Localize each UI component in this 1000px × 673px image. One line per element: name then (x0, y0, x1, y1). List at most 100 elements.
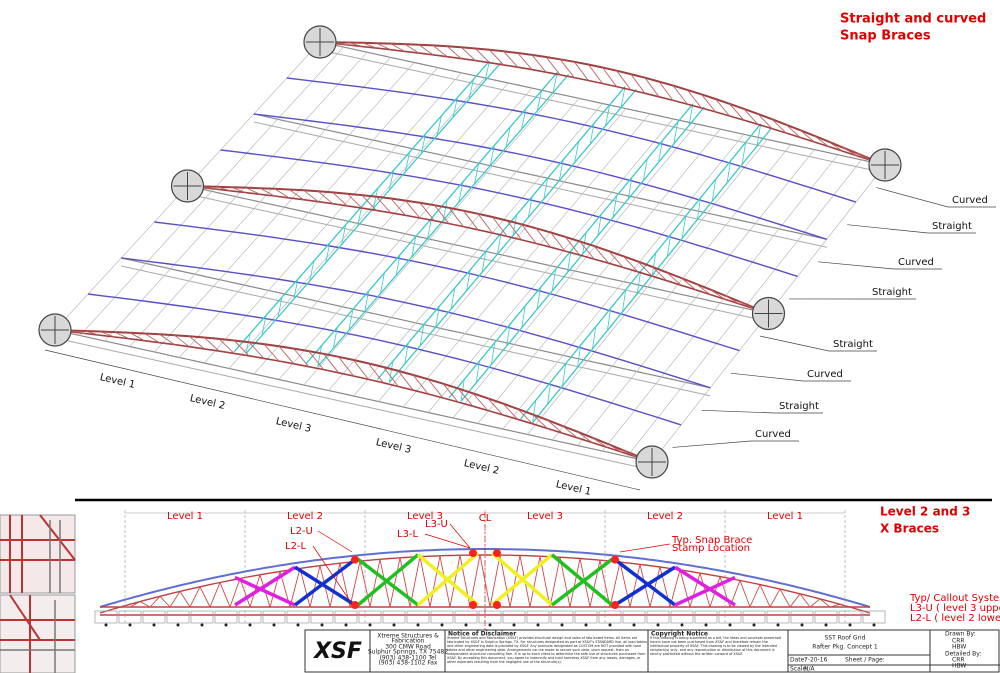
brace-tag: L3-L (397, 529, 419, 540)
cross-truss-web (551, 269, 557, 291)
truss-web (539, 556, 561, 608)
truss-web (739, 580, 761, 609)
callout-legend: L2-L ( level 2 lower ) (910, 613, 1000, 624)
rafter-web (218, 338, 235, 354)
cross-truss-web (681, 216, 687, 239)
rafter-web (531, 54, 547, 73)
rafter-web (651, 266, 668, 282)
iso-title-line: Straight and curved (840, 12, 986, 27)
cross-truss-web (466, 269, 471, 291)
cross-truss-web (574, 141, 580, 163)
cross-truss-web (484, 61, 490, 82)
rafter-web (448, 207, 464, 227)
grid-cross (253, 82, 509, 375)
base-frame (382, 610, 406, 624)
rafter-web (477, 213, 493, 234)
rafter-web (579, 241, 595, 260)
brace-tag: L3-U (425, 519, 448, 530)
brace-tag: L2-L (285, 541, 307, 552)
rafter-web (729, 103, 745, 121)
cross-truss-web (597, 214, 602, 236)
truss-web (799, 593, 821, 608)
rafter-web (800, 129, 815, 143)
rafter-web (608, 250, 624, 268)
rafter-web (686, 89, 702, 109)
cross-truss-web (404, 342, 409, 365)
base-node (224, 623, 228, 627)
grid-cross (278, 87, 533, 380)
cross-truss-web (309, 260, 315, 281)
detailed-by: HBW (952, 663, 966, 670)
cross-truss-web (527, 196, 533, 218)
cross-truss-web (536, 90, 542, 112)
cross-truss-web (543, 178, 549, 200)
address-line: (903) 438-1102 Fax (379, 660, 438, 667)
base-node (512, 623, 516, 627)
grid-cross (427, 118, 674, 413)
rafter-web (672, 85, 688, 105)
cross-truss (245, 62, 502, 355)
rafter-web (517, 408, 533, 425)
x-brace (293, 558, 357, 607)
rafter-web (644, 77, 660, 98)
truss-web (519, 555, 541, 608)
rafter-web (550, 232, 566, 252)
rafter-web (332, 192, 348, 207)
base-node (584, 623, 588, 627)
rafter-web (545, 56, 561, 76)
leader-line (876, 187, 996, 208)
rafter-web (418, 44, 434, 56)
iso-view: Curved Straight Curved Straight Straight Curv… (38, 25, 996, 498)
tag-leader (312, 523, 671, 605)
x-brace (613, 558, 677, 607)
truss-web (479, 554, 501, 608)
cross-truss-web (547, 382, 552, 405)
base-node (128, 623, 132, 627)
cross-truss-web (388, 361, 394, 383)
truss-web (579, 558, 601, 608)
base-node (776, 623, 780, 627)
base-frame (430, 610, 454, 624)
cross-truss-web (419, 324, 425, 346)
rafter-web (681, 277, 697, 291)
base-node (296, 623, 300, 627)
cross-truss-web (562, 363, 567, 386)
disclaimer-heading: Notice of Disclaimer (448, 631, 516, 638)
base-node (104, 623, 108, 627)
rafter-web (419, 202, 435, 221)
base-node (824, 623, 828, 627)
grid-cross (403, 113, 650, 408)
logo: XSF (312, 639, 362, 664)
hub-detail (173, 172, 202, 200)
cross-truss-web (666, 234, 672, 257)
rafter-web (427, 378, 444, 399)
truss-web (839, 603, 861, 611)
truss-web (319, 563, 341, 608)
rafter-web (114, 331, 130, 340)
snap-stamp (611, 555, 619, 564)
rafter-web (274, 188, 290, 199)
base-node (560, 623, 564, 627)
rafter-web (457, 388, 474, 407)
base-node (416, 623, 420, 627)
rafter-web (715, 98, 730, 117)
cross-truss-web (333, 327, 338, 349)
leader-line (672, 440, 799, 448)
rafter-web (233, 340, 250, 357)
cross-truss-web (532, 400, 537, 423)
base-frame (862, 610, 886, 624)
snap-stamp (469, 601, 477, 609)
cross-truss-web (435, 306, 440, 328)
rafter-web (404, 43, 420, 54)
grid-rail (121, 265, 711, 397)
leader-line (730, 372, 851, 382)
iso-title-line: Snap Braces (840, 29, 931, 44)
rafter-web (621, 449, 638, 458)
truss-web (679, 569, 701, 609)
leader-line (818, 261, 942, 270)
base-node (656, 623, 660, 627)
cross-truss-web (357, 206, 363, 227)
rafter-web (757, 113, 773, 129)
project-name: SST Roof Grid (824, 635, 865, 642)
truss-web (599, 560, 621, 608)
